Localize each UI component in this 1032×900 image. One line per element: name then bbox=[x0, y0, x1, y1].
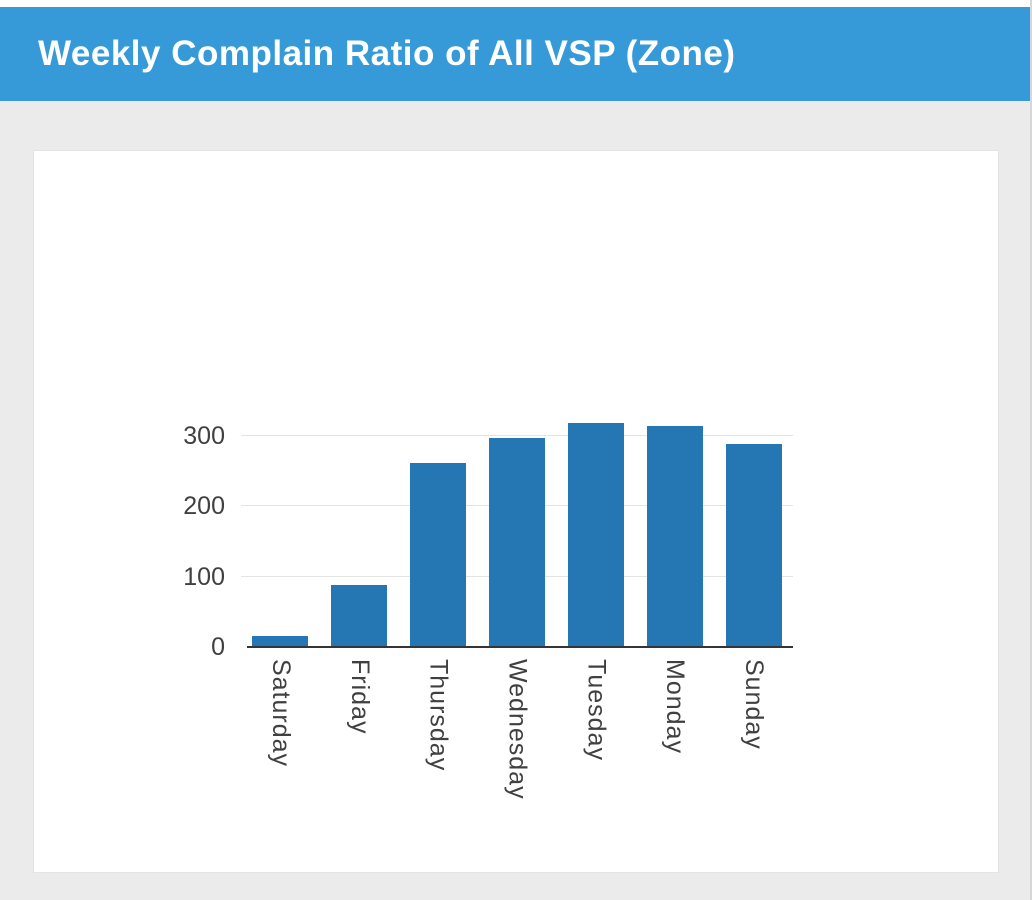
page-title: Weekly Complain Ratio of All VSP (Zone) bbox=[38, 34, 736, 73]
x-label-slot: Saturday bbox=[241, 659, 320, 800]
x-axis-label: Friday bbox=[345, 659, 374, 735]
x-label-slot: Thursday bbox=[399, 659, 478, 800]
x-label-slot: Friday bbox=[320, 659, 399, 800]
x-label-slot: Monday bbox=[635, 659, 714, 800]
bar-slot bbox=[399, 401, 478, 647]
bar-saturday[interactable] bbox=[252, 636, 309, 647]
bar-slot bbox=[320, 401, 399, 647]
bar-thursday[interactable] bbox=[410, 462, 467, 647]
content-area: 0 100 200 300 Saturday Friday Thursday Wednesd… bbox=[0, 101, 1030, 900]
x-axis-label: Wednesday bbox=[503, 659, 532, 800]
bar-friday[interactable] bbox=[331, 585, 388, 647]
x-axis-label: Monday bbox=[661, 659, 690, 754]
x-axis-label: Thursday bbox=[424, 659, 453, 772]
plot-area bbox=[241, 401, 793, 648]
x-axis-labels: Saturday Friday Thursday Wednesday Tuesday Mo… bbox=[241, 659, 793, 800]
y-axis-labels: 0 100 200 300 bbox=[34, 401, 233, 661]
bar-slot bbox=[556, 401, 635, 647]
bar-slot bbox=[635, 401, 714, 647]
bar-wednesday[interactable] bbox=[489, 438, 545, 647]
bar-slot bbox=[478, 401, 557, 647]
header-bar: Weekly Complain Ratio of All VSP (Zone) bbox=[0, 7, 1030, 101]
chart-card: 0 100 200 300 Saturday Friday Thursday Wednesd… bbox=[33, 150, 999, 873]
x-axis-label: Tuesday bbox=[582, 659, 611, 761]
x-label-slot: Tuesday bbox=[556, 659, 635, 800]
bar-sunday[interactable] bbox=[725, 443, 782, 647]
y-axis-tick-label: 100 bbox=[183, 562, 225, 591]
bar-monday[interactable] bbox=[646, 426, 703, 647]
y-axis-tick-label: 300 bbox=[183, 422, 225, 451]
x-axis-label: Sunday bbox=[740, 659, 769, 750]
x-label-slot: Wednesday bbox=[478, 659, 557, 800]
bar-slot bbox=[714, 401, 793, 647]
bar-slot bbox=[241, 401, 320, 647]
y-axis-tick-label: 0 bbox=[211, 633, 225, 661]
y-axis-tick-label: 200 bbox=[183, 492, 225, 521]
x-axis-label: Saturday bbox=[266, 659, 295, 768]
bar-chart: 0 100 200 300 Saturday Friday Thursday Wednesd… bbox=[34, 151, 998, 872]
bar-tuesday[interactable] bbox=[567, 422, 624, 647]
bars-container bbox=[241, 401, 793, 647]
x-axis-line bbox=[247, 646, 793, 648]
gridline bbox=[241, 435, 793, 437]
x-label-slot: Sunday bbox=[714, 659, 793, 800]
